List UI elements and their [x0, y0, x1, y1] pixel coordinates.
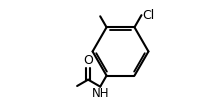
Text: Cl: Cl — [142, 9, 154, 22]
Text: O: O — [83, 54, 93, 67]
Text: NH: NH — [91, 87, 109, 100]
